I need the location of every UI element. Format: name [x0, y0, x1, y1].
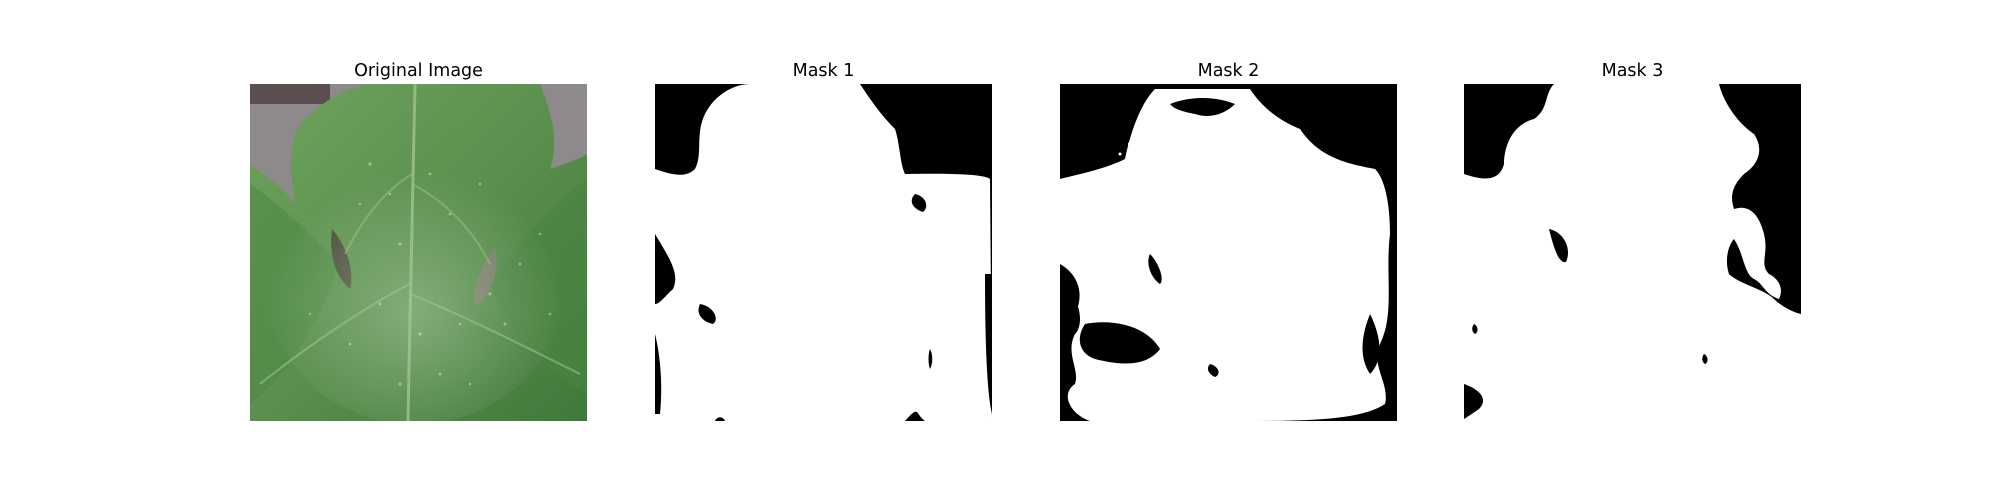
leaf-photo [250, 84, 587, 421]
panel-mask-2: Mask 2 [1060, 58, 1397, 421]
panel-original-image: Original Image [250, 58, 587, 421]
mask-foreground [655, 84, 992, 421]
binary-mask [1464, 84, 1801, 421]
panel-title: Original Image [354, 61, 483, 81]
panel-title: Mask 2 [1197, 61, 1260, 81]
panel-title: Mask 1 [792, 61, 855, 81]
binary-mask [655, 84, 992, 421]
panel-title: Mask 3 [1601, 61, 1664, 81]
mask-foreground [1464, 84, 1801, 421]
binary-mask [1060, 84, 1397, 421]
panel-mask-1: Mask 1 [655, 58, 992, 421]
panel-mask-3: Mask 3 [1464, 58, 1801, 421]
